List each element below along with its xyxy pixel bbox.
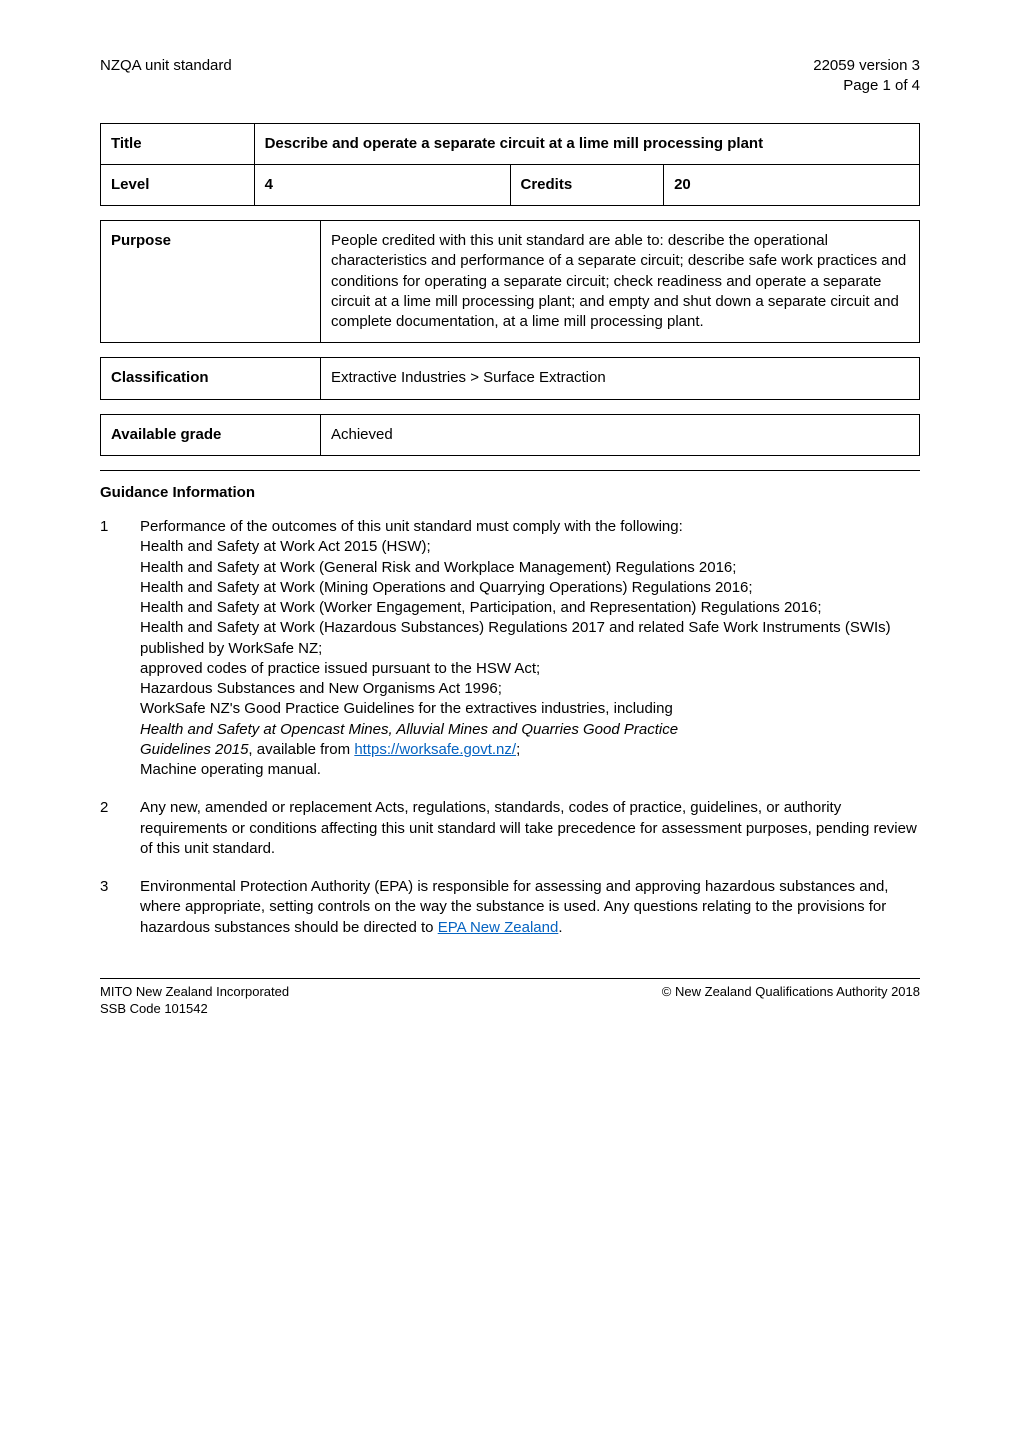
footer-divider — [100, 978, 920, 979]
guidance-item-number: 3 — [100, 877, 140, 938]
guidance-line: Hazardous Substances and New Organisms A… — [140, 679, 920, 699]
header-standard-id: 22059 version 3 — [813, 56, 920, 76]
footer-left: MITO New Zealand Incorporated SSB Code 1… — [100, 983, 289, 1018]
guidance-line: Environmental Protection Authority (EPA)… — [140, 877, 920, 938]
guidance-line: WorkSafe NZ's Good Practice Guidelines f… — [140, 699, 920, 719]
guidance-line: Health and Safety at Work (Worker Engage… — [140, 598, 920, 618]
purpose-table: Purpose People credited with this unit s… — [100, 220, 920, 343]
guidance-line: Health and Safety at Opencast Mines, All… — [140, 720, 920, 740]
title-table: Title Describe and operate a separate ci… — [100, 123, 920, 207]
guidance-item-body: Any new, amended or replacement Acts, re… — [140, 798, 920, 859]
guidance-list: 1Performance of the outcomes of this uni… — [100, 517, 920, 938]
footer-authority: New Zealand Qualifications Authority 201… — [675, 984, 920, 999]
guidance-line: Machine operating manual. — [140, 760, 920, 780]
guidance-item: 2Any new, amended or replacement Acts, r… — [100, 798, 920, 859]
guidance-item-number: 1 — [100, 517, 140, 780]
footer-right: © New Zealand Qualifications Authority 2… — [662, 983, 920, 1018]
title-value: Describe and operate a separate circuit … — [254, 123, 919, 164]
guidance-line: Guidelines 2015, available from https://… — [140, 740, 920, 760]
header-page-number: Page 1 of 4 — [813, 76, 920, 96]
guidance-line: Any new, amended or replacement Acts, re… — [140, 798, 920, 859]
guidance-link[interactable]: EPA New Zealand — [438, 919, 559, 936]
grade-label: Available grade — [101, 414, 321, 455]
guidance-italic: Guidelines 2015 — [140, 741, 248, 758]
guidance-item-number: 2 — [100, 798, 140, 859]
guidance-line: Performance of the outcomes of this unit… — [140, 517, 920, 537]
guidance-heading: Guidance Information — [100, 483, 920, 503]
classification-table: Classification Extractive Industries > S… — [100, 357, 920, 399]
level-value: 4 — [254, 164, 510, 205]
guidance-line: Health and Safety at Work (Mining Operat… — [140, 578, 920, 598]
guidance-item: 1Performance of the outcomes of this uni… — [100, 517, 920, 780]
guidance-link[interactable]: https://worksafe.govt.nz/ — [354, 741, 516, 758]
grade-table: Available grade Achieved — [100, 414, 920, 456]
header-right: 22059 version 3 Page 1 of 4 — [813, 56, 920, 97]
header-left: NZQA unit standard — [100, 56, 232, 97]
title-row: Title Describe and operate a separate ci… — [101, 123, 920, 164]
title-label: Title — [101, 123, 255, 164]
guidance-item-body: Performance of the outcomes of this unit… — [140, 517, 920, 780]
guidance-line: Health and Safety at Work (Hazardous Sub… — [140, 618, 920, 659]
classification-value: Extractive Industries > Surface Extracti… — [321, 358, 920, 399]
guidance-text: . — [558, 919, 562, 936]
footer-ssb: SSB Code 101542 — [100, 1000, 289, 1018]
guidance-italic: Health and Safety at Opencast Mines, All… — [140, 721, 678, 738]
guidance-line: Health and Safety at Work Act 2015 (HSW)… — [140, 537, 920, 557]
classification-label: Classification — [101, 358, 321, 399]
purpose-label: Purpose — [101, 221, 321, 343]
guidance-line: approved codes of practice issued pursua… — [140, 659, 920, 679]
purpose-value: People credited with this unit standard … — [321, 221, 920, 343]
guidance-text: , available from — [248, 741, 354, 758]
credits-value: 20 — [664, 164, 920, 205]
level-credits-row: Level 4 Credits 20 — [101, 164, 920, 205]
credits-label: Credits — [510, 164, 664, 205]
guidance-item: 3Environmental Protection Authority (EPA… — [100, 877, 920, 938]
grade-value: Achieved — [321, 414, 920, 455]
page-header: NZQA unit standard 22059 version 3 Page … — [100, 56, 920, 97]
page-footer: MITO New Zealand Incorporated SSB Code 1… — [100, 983, 920, 1018]
copyright-icon: © — [662, 984, 672, 999]
footer-org: MITO New Zealand Incorporated — [100, 983, 289, 1001]
guidance-line: Health and Safety at Work (General Risk … — [140, 558, 920, 578]
guidance-text: ; — [516, 741, 520, 758]
level-label: Level — [101, 164, 255, 205]
divider — [100, 470, 920, 471]
guidance-item-body: Environmental Protection Authority (EPA)… — [140, 877, 920, 938]
